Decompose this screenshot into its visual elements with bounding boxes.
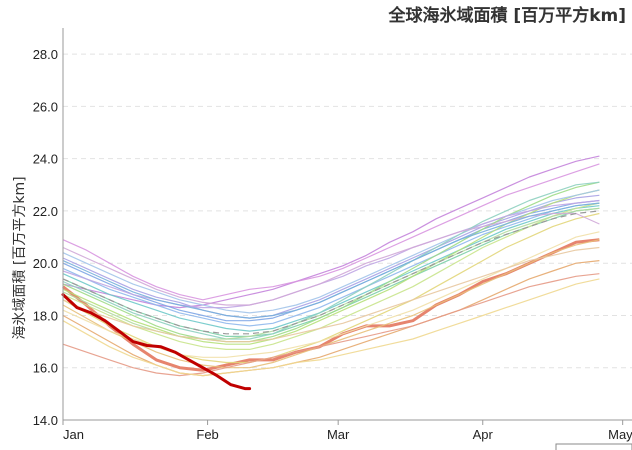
- y-tick-labels: 14.0 16.0 18.0 20.0 22.0 24.0 26.0 28.0: [33, 47, 58, 428]
- x-tick-label: May: [608, 427, 632, 442]
- current-year-line: [61, 293, 252, 391]
- past-year-line: [62, 246, 600, 343]
- past-year-line: [62, 205, 600, 332]
- x-tick-label: Apr: [473, 427, 494, 442]
- past-year-line: [62, 202, 600, 350]
- x-tick-labels: Jan Feb Mar Apr May: [62, 420, 632, 442]
- past-year-line: [62, 278, 600, 377]
- x-tick-label: Jan: [63, 427, 84, 442]
- past-year-line: [62, 202, 600, 319]
- past-year-line: [62, 239, 600, 369]
- x-tick-label: Feb: [196, 427, 218, 442]
- y-axis-label: 海氷域面積 [百万平方km]: [12, 176, 28, 339]
- past-year-line: [62, 163, 600, 301]
- y-tick-label: 16.0: [33, 361, 58, 376]
- past-year-line: [62, 212, 600, 306]
- past-year-line: [62, 181, 600, 340]
- y-tick-label: 20.0: [33, 256, 58, 271]
- y-tick-label: 24.0: [33, 152, 58, 167]
- mean-line: [62, 210, 600, 335]
- gridlines: [63, 53, 632, 369]
- y-tick-label: 26.0: [33, 99, 58, 114]
- y-tick-label: 28.0: [33, 47, 58, 62]
- past-year-line: [62, 202, 600, 327]
- past-year-line: [62, 194, 600, 319]
- y-tick-label: 14.0: [33, 413, 58, 428]
- chart-title: 全球海氷域面積 [百万平方km]: [388, 5, 626, 26]
- mean-series: [62, 210, 600, 335]
- current-year-series: [61, 293, 252, 391]
- past-year-line: [62, 273, 600, 377]
- scroll-handle[interactable]: [555, 443, 632, 450]
- y-tick-label: 18.0: [33, 308, 58, 323]
- x-tick-label: Mar: [327, 427, 350, 442]
- y-tick-label: 22.0: [33, 204, 58, 219]
